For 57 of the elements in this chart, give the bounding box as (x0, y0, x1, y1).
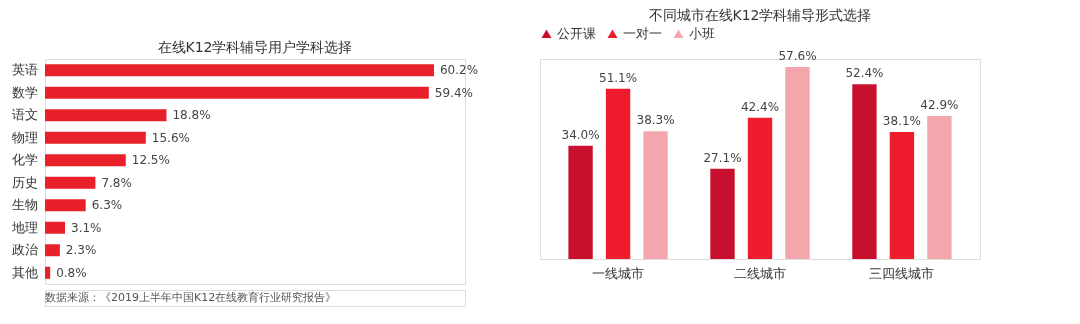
bar (927, 116, 952, 259)
bar (45, 131, 146, 144)
bar (45, 221, 66, 234)
bar (785, 67, 810, 259)
data-label: 0.8% (56, 265, 87, 280)
bar (747, 117, 773, 259)
legend-label: 小班 (689, 25, 715, 41)
y-tick-label: 政治 (11, 242, 38, 258)
bar (45, 109, 167, 122)
bar (568, 145, 593, 259)
y-tick-label: 其他 (11, 264, 38, 280)
data-label: 18.8% (172, 108, 211, 123)
data-label: 6.3% (91, 198, 123, 213)
data-label: 42.4% (740, 99, 780, 114)
legend-label: 一对一 (623, 25, 662, 41)
data-label: 60.2% (439, 63, 479, 78)
y-tick-label: 英语 (11, 62, 38, 78)
data-label: 38.3% (636, 113, 675, 128)
y-tick-label: 语文 (11, 107, 38, 123)
data-label: 15.6% (151, 130, 190, 145)
data-label: 59.4% (434, 85, 473, 100)
data-label: 52.4% (845, 66, 884, 81)
bar (45, 199, 86, 212)
bar (45, 154, 126, 167)
bar (45, 64, 434, 77)
bar (889, 132, 915, 259)
y-tick-label: 化学 (11, 152, 38, 168)
data-label: 57.6% (778, 49, 817, 63)
chart-title: 不同城市在线K12学科辅导形式选择 (648, 7, 872, 23)
bar (45, 86, 429, 99)
bar (45, 176, 96, 189)
bar (45, 266, 51, 279)
data-label: 7.8% (101, 175, 132, 190)
data-label: 27.1% (703, 150, 742, 165)
y-tick-label: 物理 (11, 129, 38, 145)
x-tick-label: 一线城市 (592, 265, 645, 281)
bar (605, 88, 631, 259)
bar (852, 84, 877, 259)
data-label: 3.1% (71, 220, 102, 235)
bar (45, 244, 60, 257)
bar (643, 131, 668, 259)
x-tick-label: 二线城市 (734, 265, 786, 281)
y-tick-label: 历史 (11, 174, 38, 190)
x-tick-label: 三四线城市 (869, 265, 935, 281)
bar (710, 168, 735, 259)
legend-label: 公开课 (557, 25, 596, 41)
source-note: 数据来源：《2019上半年中国K12在线教育行业研究报告》 (45, 291, 337, 304)
data-label: 42.9% (920, 98, 959, 112)
y-tick-label: 地理 (10, 219, 38, 235)
data-label: 38.1% (882, 114, 921, 128)
y-tick-label: 数学 (11, 84, 38, 100)
y-tick-label: 生物 (11, 197, 38, 213)
data-label: 12.5% (131, 153, 170, 168)
data-label: 51.1% (599, 70, 638, 85)
data-label: 34.0% (561, 127, 600, 142)
chart-title: 在线K12学科辅导用户学科选择 (157, 39, 353, 55)
data-label: 2.3% (65, 243, 97, 258)
